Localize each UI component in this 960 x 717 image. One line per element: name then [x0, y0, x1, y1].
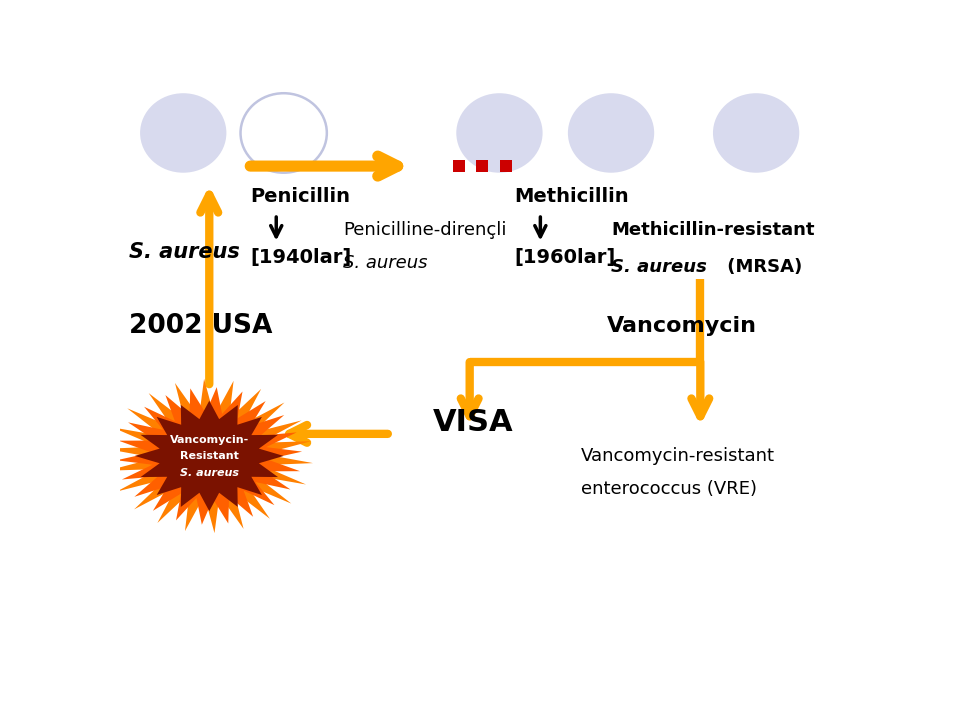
Ellipse shape	[456, 93, 542, 173]
Polygon shape	[134, 401, 284, 511]
Text: [1960lar]: [1960lar]	[515, 247, 615, 267]
Text: Methicillin: Methicillin	[515, 187, 629, 206]
Text: Resistant: Resistant	[180, 451, 239, 461]
Text: VISA: VISA	[432, 408, 513, 437]
Text: S. aureus: S. aureus	[611, 257, 707, 275]
Text: Vancomycin: Vancomycin	[608, 316, 757, 336]
Text: S. aureus: S. aureus	[129, 242, 240, 262]
Ellipse shape	[568, 93, 654, 173]
Text: 2002 USA: 2002 USA	[129, 313, 273, 339]
Ellipse shape	[241, 93, 326, 173]
Text: (MRSA): (MRSA)	[721, 257, 803, 275]
Text: S. aureus: S. aureus	[180, 467, 239, 478]
Polygon shape	[106, 379, 313, 533]
Text: Methicillin-resistant: Methicillin-resistant	[611, 221, 814, 239]
Text: S. aureus: S. aureus	[344, 254, 428, 272]
Text: Vancomycin-resistant: Vancomycin-resistant	[581, 447, 776, 465]
Polygon shape	[116, 387, 302, 525]
Text: enterococcus (VRE): enterococcus (VRE)	[581, 480, 757, 498]
Ellipse shape	[140, 93, 227, 173]
Text: Penicillin: Penicillin	[251, 187, 350, 206]
Text: [1940lar]: [1940lar]	[251, 247, 351, 267]
Text: Vancomycin-: Vancomycin-	[170, 435, 249, 445]
Text: Penicilline-dirençli: Penicilline-dirençli	[344, 221, 507, 239]
Ellipse shape	[713, 93, 800, 173]
